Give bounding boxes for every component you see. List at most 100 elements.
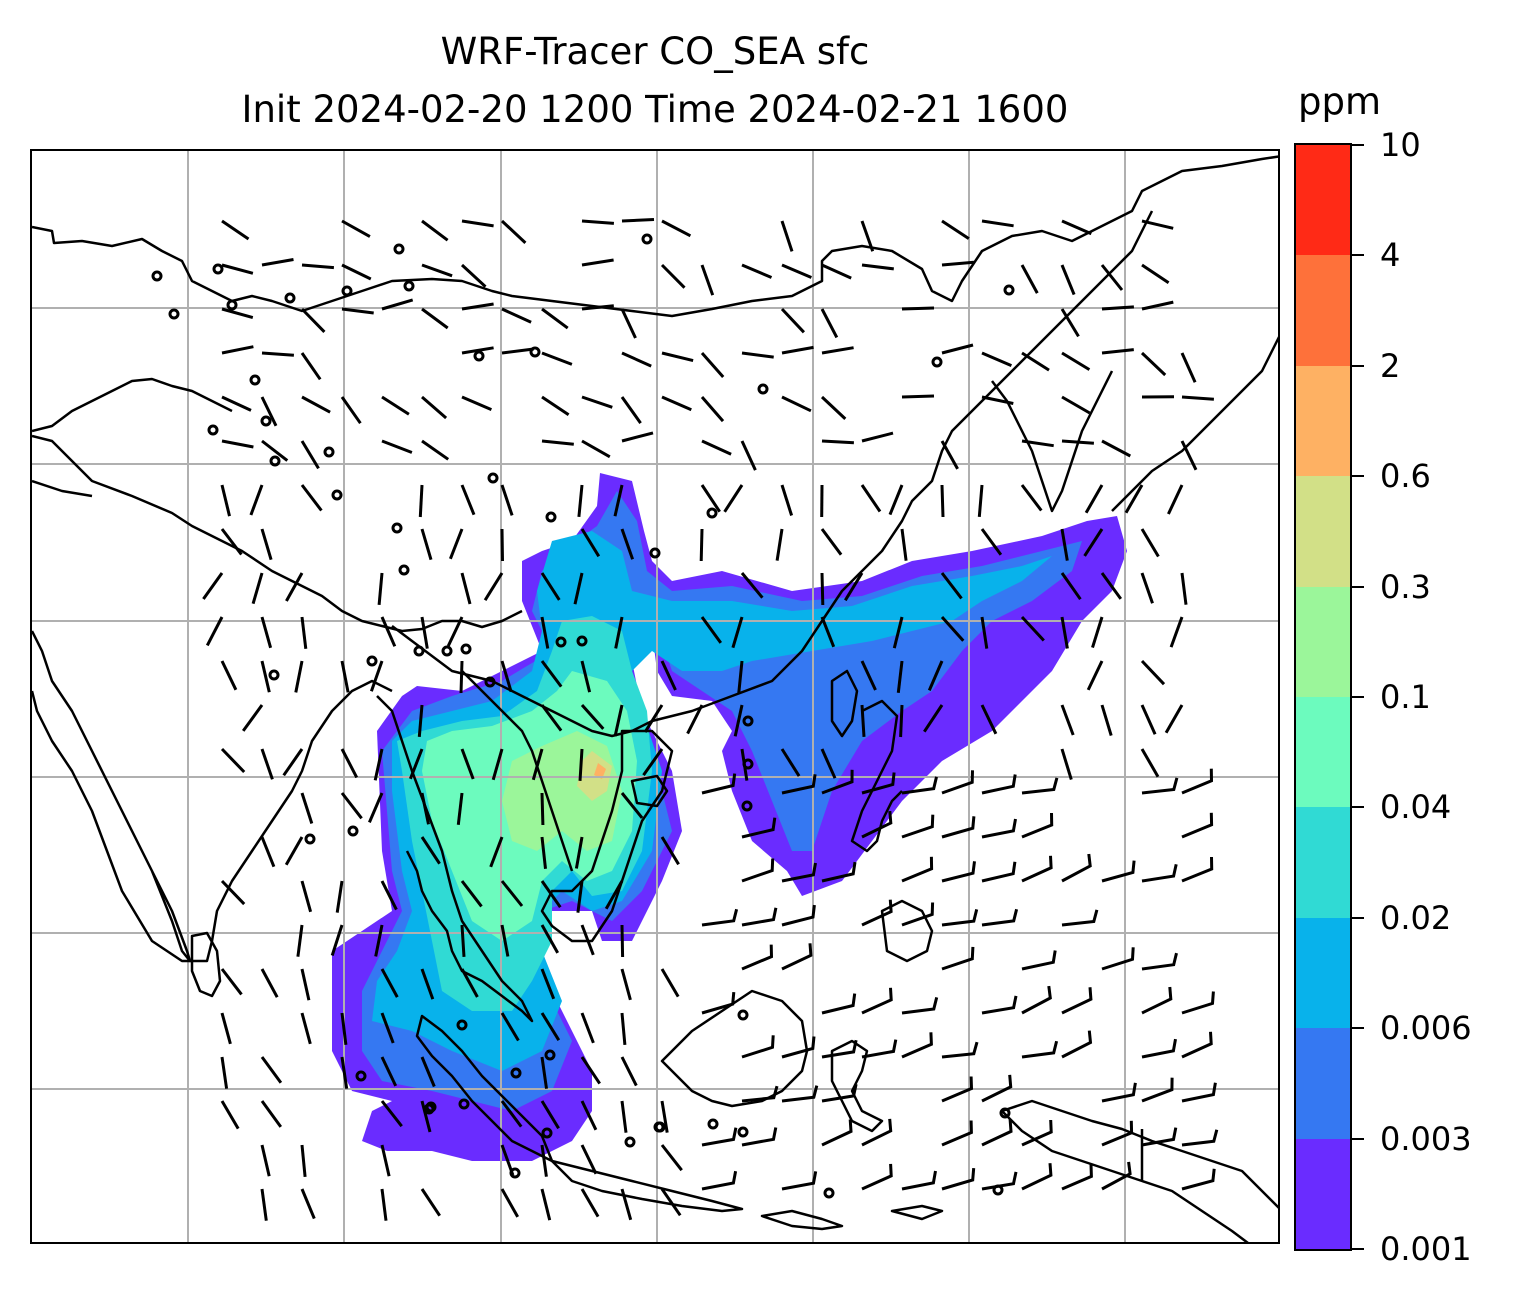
wind-barb [580, 528, 601, 558]
wind-barb [341, 219, 371, 238]
wind-barb [381, 395, 410, 416]
wind-barb [1140, 351, 1167, 377]
wind-barb [1061, 853, 1092, 883]
wind-barb [642, 748, 664, 776]
wind-barb [901, 856, 934, 883]
wind-barb [500, 484, 514, 516]
colorbar-tick-label: 10 [1380, 126, 1421, 164]
wind-barb [540, 968, 556, 1000]
wind-barb [500, 880, 524, 907]
wind-barb [341, 263, 372, 281]
colorbar-segment [1296, 1138, 1350, 1249]
wind-barb [581, 439, 611, 459]
wind-barb [380, 1012, 395, 1044]
wind-barb [861, 263, 894, 271]
map-canvas [32, 151, 1278, 1242]
wind-barb [581, 304, 614, 311]
wind-barb [1101, 348, 1134, 355]
wind-barb [1181, 1031, 1213, 1059]
wind-barb [620, 792, 644, 819]
wind-barb [981, 1119, 1013, 1147]
wind-barb [901, 902, 935, 927]
wind-barb [861, 1163, 893, 1191]
wind-barb [820, 748, 837, 779]
wind-barb [300, 792, 314, 824]
wind-barb [861, 431, 894, 443]
wind-barb [340, 1056, 349, 1089]
wind-barb [741, 1035, 775, 1059]
wind-barb [941, 260, 975, 267]
colorbar-segment [1296, 476, 1350, 587]
wind-barb [981, 1074, 1013, 1103]
calm-wind-circle [484, 676, 496, 688]
calm-wind-circle [260, 415, 272, 427]
wind-barb [927, 660, 944, 691]
wind-barb [1021, 950, 1057, 971]
wind-barb [981, 908, 1019, 927]
wind-barb [781, 943, 813, 971]
wind-barb [1061, 395, 1091, 415]
wind-barb [981, 995, 1018, 1015]
wind-barb [941, 909, 979, 927]
wind-barb [294, 660, 304, 693]
calm-wind-circle [510, 1067, 522, 1079]
calm-wind-circle [555, 636, 567, 648]
wind-barb [701, 439, 732, 456]
wind-barb [1181, 812, 1214, 839]
wind-barb [643, 704, 664, 733]
wind-barb [540, 880, 562, 909]
wind-barb [844, 572, 864, 602]
calm-wind-circle [737, 1009, 749, 1021]
colorbar-tick-label: 0.001 [1380, 1230, 1472, 1268]
colorbar-tick [1352, 1027, 1364, 1030]
wind-barb [241, 704, 264, 732]
wind-barb [220, 1056, 229, 1089]
wind-barb [861, 899, 893, 927]
wind-barb [1020, 484, 1043, 512]
wind-barb [1061, 219, 1092, 236]
wind-barb [733, 704, 744, 737]
wind-barb [261, 439, 289, 462]
wind-barb [285, 572, 304, 602]
colorbar-segment [1296, 917, 1350, 1029]
wind-barb [541, 307, 569, 330]
wind-barb [820, 572, 825, 606]
calm-wind-circle [413, 645, 425, 657]
wind-barb [1083, 528, 1104, 557]
calm-wind-circle [1003, 284, 1015, 296]
wind-barb [296, 924, 304, 957]
wind-barb [540, 660, 563, 688]
wind-barb [1101, 1082, 1137, 1103]
wind-barb [940, 572, 963, 600]
wind-barb [461, 395, 492, 411]
wind-barb [1101, 860, 1136, 883]
wind-barb [300, 1188, 316, 1220]
wind-barb [460, 968, 479, 998]
calm-wind-circles [151, 233, 1015, 1199]
wind-barb [1140, 659, 1166, 686]
wind-barb [500, 528, 504, 562]
wind-barb [613, 484, 624, 517]
wind-barb [260, 1056, 283, 1084]
wind-barb [1020, 264, 1039, 294]
wind-barb [1140, 528, 1160, 558]
colorbar-tick-label: 2 [1380, 346, 1401, 385]
wind-barb [373, 748, 384, 781]
wind-barb [604, 880, 624, 910]
wind-barb [699, 528, 704, 562]
wind-barb [580, 1144, 598, 1175]
calm-wind-circle [541, 1127, 553, 1139]
calm-wind-circle [706, 507, 718, 519]
colorbar-tick-label: 4 [1380, 236, 1401, 275]
wind-barb [977, 484, 984, 518]
calm-wind-circle [366, 655, 378, 667]
wind-barb [700, 352, 725, 378]
wind-barb [420, 1056, 436, 1088]
wind-barb [741, 907, 778, 927]
wind-barb [501, 307, 532, 324]
wind-barb [821, 1119, 853, 1147]
wind-barb [1021, 351, 1050, 372]
calm-wind-circle [456, 1019, 468, 1031]
wind-barb [260, 1100, 283, 1128]
wind-barb [461, 346, 494, 355]
